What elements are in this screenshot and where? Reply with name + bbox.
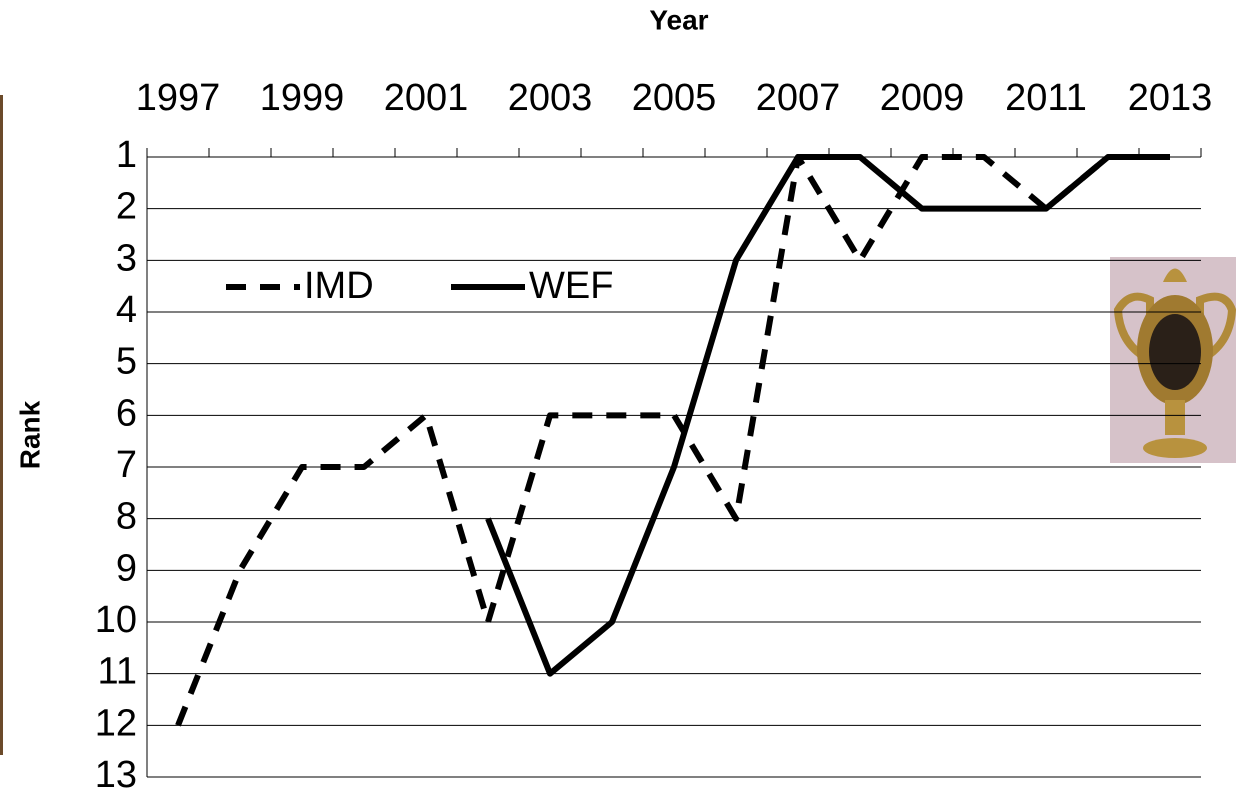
y-axis-title: Rank	[14, 400, 45, 469]
y-tick-label: 2	[116, 186, 137, 228]
x-tick-label: 1999	[260, 77, 345, 119]
y-tick-label: 12	[95, 702, 137, 744]
x-tick-label: 1997	[136, 77, 221, 119]
y-tick-label: 9	[116, 547, 137, 589]
y-tick-label: 1	[116, 134, 137, 176]
y-tick-label: 6	[116, 392, 137, 434]
y-tick-label: 7	[116, 444, 137, 486]
x-axis-title: Year	[649, 4, 708, 35]
y-tick-label: 8	[116, 496, 137, 538]
x-tick-label: 2001	[384, 77, 469, 119]
y-tick-label: 3	[116, 237, 137, 279]
legend-label: IMD	[304, 265, 374, 307]
x-tick-label: 2009	[880, 77, 965, 119]
y-tick-label: 11	[98, 651, 137, 693]
image-edge	[0, 95, 3, 755]
chart: Year Rank IMDWEF 12345678910111213199719…	[0, 0, 1236, 793]
y-tick-label: 10	[95, 599, 137, 641]
x-tick-label: 2013	[1128, 77, 1213, 119]
trophy-image	[1110, 257, 1236, 463]
y-tick-label: 13	[95, 754, 137, 793]
x-tick-label: 2007	[756, 77, 841, 119]
y-tick-label: 4	[116, 289, 137, 331]
y-tick-label: 5	[116, 341, 137, 383]
legend-label: WEF	[529, 265, 613, 307]
x-tick-label: 2011	[1005, 77, 1087, 119]
x-tick-label: 2003	[508, 77, 593, 119]
x-tick-label: 2005	[632, 77, 717, 119]
